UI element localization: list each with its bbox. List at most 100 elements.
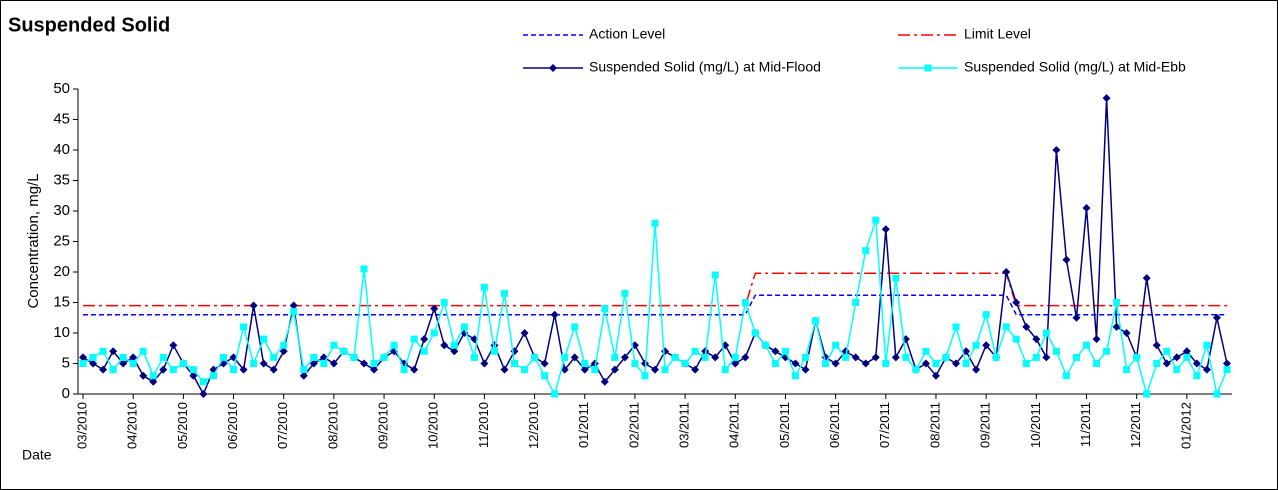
data-point xyxy=(1072,353,1080,361)
data-point xyxy=(771,347,780,356)
data-point xyxy=(832,341,840,349)
data-point xyxy=(861,359,870,368)
data-point xyxy=(520,329,529,337)
data-point xyxy=(541,372,549,380)
data-point xyxy=(1162,359,1171,368)
data-point xyxy=(79,353,88,362)
data-point xyxy=(902,353,910,361)
y-tick-label: 50 xyxy=(53,80,70,97)
data-point xyxy=(731,359,740,368)
legend-marker xyxy=(549,64,557,72)
data-point xyxy=(199,378,207,386)
data-point xyxy=(440,341,449,350)
x-axis-label: Date xyxy=(22,447,52,463)
data-point xyxy=(199,390,208,398)
data-point xyxy=(1133,353,1141,361)
data-point xyxy=(149,372,157,380)
data-point xyxy=(571,323,579,331)
data-point xyxy=(410,365,419,374)
data-point xyxy=(1103,347,1111,355)
data-point xyxy=(450,347,459,356)
x-tick-label: 01/2012 xyxy=(1178,402,1193,449)
data-point xyxy=(289,301,298,310)
data-point xyxy=(1022,360,1030,367)
data-point xyxy=(711,271,719,279)
data-point xyxy=(149,377,158,386)
data-point xyxy=(1093,360,1101,367)
data-point xyxy=(309,359,318,368)
x-tick-label: 03/2011 xyxy=(677,402,692,448)
data-point xyxy=(651,219,659,227)
y-tick-label: 0 xyxy=(62,385,70,402)
data-point xyxy=(250,360,258,367)
data-point xyxy=(239,365,248,374)
data-point xyxy=(490,347,498,355)
data-point xyxy=(932,360,940,367)
data-point xyxy=(1123,366,1131,374)
data-point xyxy=(1213,390,1221,398)
y-tick-label: 10 xyxy=(53,324,70,341)
x-tick-label: 05/2011 xyxy=(777,402,792,448)
x-tick-label: 01/2011 xyxy=(576,402,591,448)
data-point xyxy=(711,353,720,362)
x-tick-label: 08/2010 xyxy=(325,402,340,449)
y-tick-label: 40 xyxy=(53,141,70,158)
data-point xyxy=(1192,359,1201,368)
x-tick-label: 08/2011 xyxy=(927,402,942,448)
data-point xyxy=(480,283,488,291)
data-point xyxy=(550,310,559,319)
data-point xyxy=(1032,335,1041,344)
data-point xyxy=(1153,360,1161,367)
data-point xyxy=(812,317,820,325)
legend-label: Suspended Solid (mg/L) at Mid-Flood xyxy=(589,59,821,75)
data-point xyxy=(620,353,629,362)
data-point xyxy=(851,353,860,362)
data-point xyxy=(761,341,769,349)
data-point xyxy=(430,304,439,313)
data-point xyxy=(329,359,338,368)
data-point xyxy=(1042,329,1050,337)
data-point xyxy=(1042,353,1051,362)
x-tick-label: 10/2011 xyxy=(1028,402,1043,448)
data-point xyxy=(1082,203,1091,212)
data-point xyxy=(1052,146,1061,154)
y-tick-label: 35 xyxy=(53,171,70,188)
data-point xyxy=(370,365,379,374)
data-point xyxy=(460,323,468,331)
data-point xyxy=(751,329,759,337)
data-point xyxy=(1102,94,1111,103)
data-point xyxy=(992,353,1000,361)
data-point xyxy=(230,366,238,374)
data-point xyxy=(600,377,609,386)
data-point xyxy=(822,360,830,367)
data-point xyxy=(601,305,609,313)
data-point xyxy=(370,360,378,367)
data-point xyxy=(701,353,709,361)
data-point xyxy=(79,360,87,367)
data-point xyxy=(982,311,990,319)
data-point xyxy=(299,371,308,380)
data-point xyxy=(721,366,729,374)
x-tick-label: 03/2010 xyxy=(74,402,89,449)
data-point xyxy=(330,341,338,349)
y-tick-label: 15 xyxy=(53,293,70,310)
x-tick-label: 07/2011 xyxy=(877,402,892,448)
data-point xyxy=(500,365,509,374)
data-point xyxy=(179,360,187,367)
data-point xyxy=(360,265,368,273)
data-point xyxy=(561,353,569,361)
data-point xyxy=(1182,347,1191,356)
data-point xyxy=(1012,335,1020,343)
x-tick-label: 12/2010 xyxy=(526,402,541,449)
data-point xyxy=(220,353,228,361)
data-point xyxy=(802,353,810,361)
data-point xyxy=(119,353,127,361)
data-point xyxy=(540,359,549,368)
x-tick-label: 05/2010 xyxy=(175,402,190,449)
data-point xyxy=(290,308,298,316)
data-point xyxy=(249,301,258,310)
data-point xyxy=(430,329,438,337)
data-point xyxy=(89,353,97,361)
data-point xyxy=(480,359,489,368)
data-point xyxy=(972,365,981,374)
